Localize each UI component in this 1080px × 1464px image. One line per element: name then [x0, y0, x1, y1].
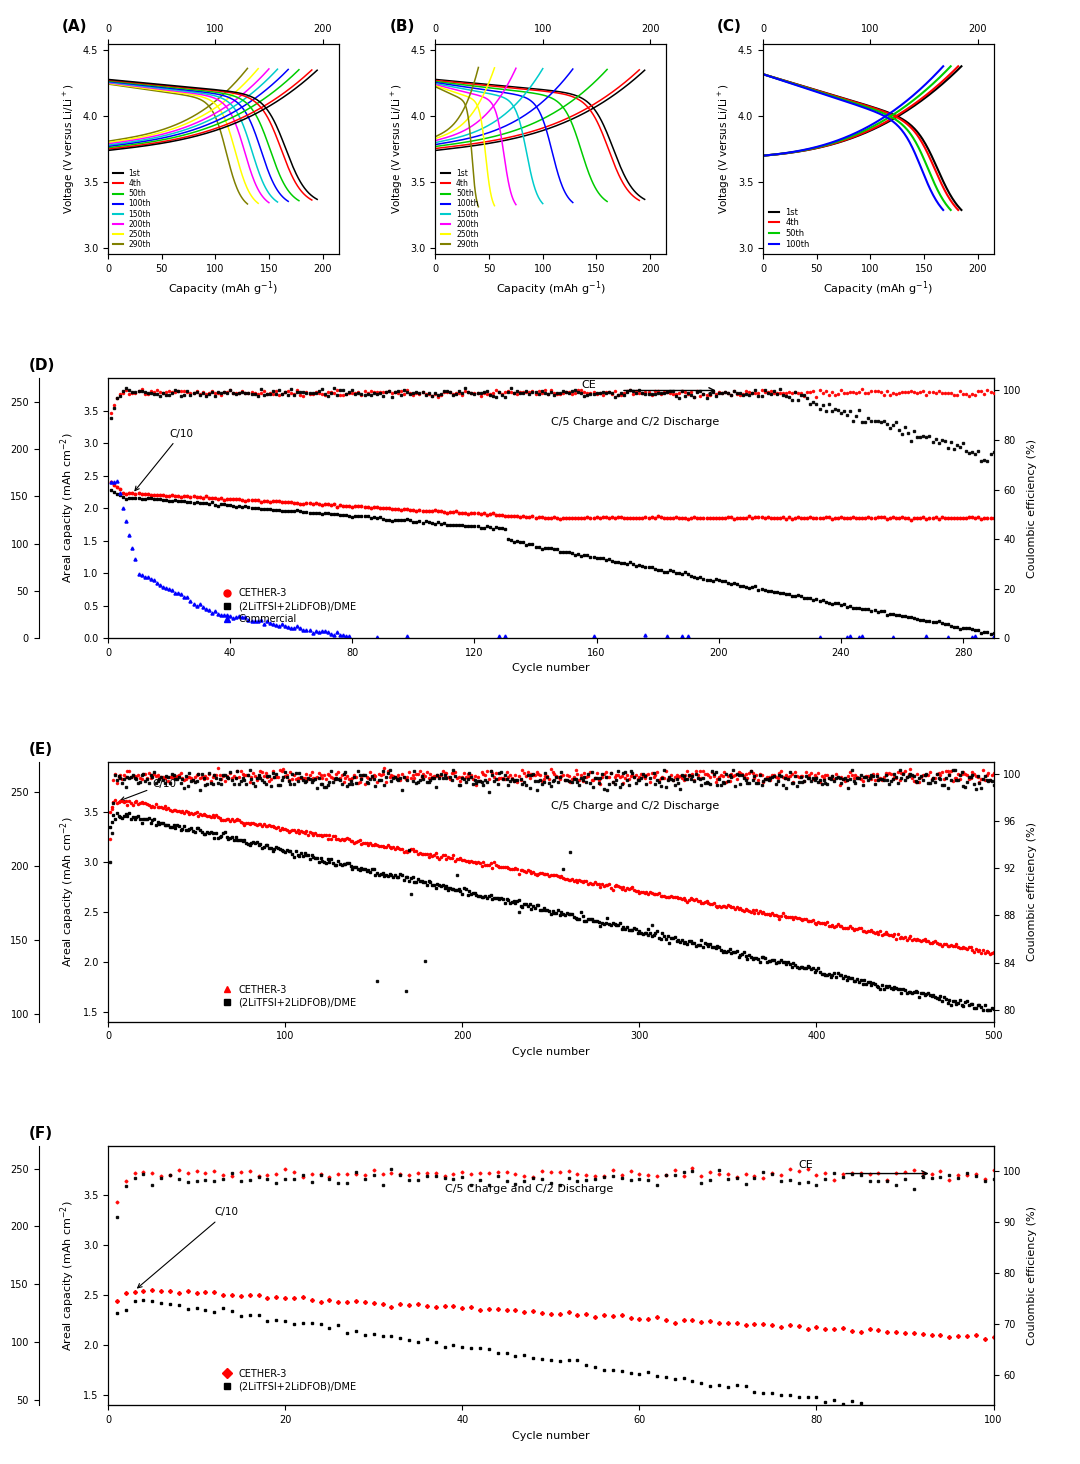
Text: (E): (E) [28, 742, 53, 757]
Text: CE: CE [581, 381, 596, 389]
Y-axis label: Discharge capacity (mAh g$^{-1}$): Discharge capacity (mAh g$^{-1}$) [0, 808, 4, 975]
Y-axis label: Coulombic efficiency (%): Coulombic efficiency (%) [1027, 439, 1037, 578]
Y-axis label: Coulombic efficiency (%): Coulombic efficiency (%) [1027, 1206, 1037, 1345]
Y-axis label: Areal capacity (mAh cm$^{-2}$): Areal capacity (mAh cm$^{-2}$) [58, 433, 78, 583]
X-axis label: Capacity (mAh g$^{-1}$): Capacity (mAh g$^{-1}$) [168, 280, 279, 299]
Y-axis label: Discharge capacity (mAh g$^{-1}$): Discharge capacity (mAh g$^{-1}$) [0, 425, 4, 591]
X-axis label: Cycle number: Cycle number [512, 1047, 590, 1057]
Text: C/10: C/10 [137, 1208, 239, 1288]
X-axis label: Cycle number: Cycle number [512, 1430, 590, 1441]
Y-axis label: Voltage (V versus Li/Li$^+$): Voltage (V versus Li/Li$^+$) [63, 83, 78, 214]
Text: C/5 Charge and C/2 Discharge: C/5 Charge and C/2 Discharge [551, 801, 719, 811]
Y-axis label: Voltage (V versus Li/Li$^+$): Voltage (V versus Li/Li$^+$) [717, 83, 732, 214]
Y-axis label: Coulombic efficiency (%): Coulombic efficiency (%) [1027, 823, 1037, 962]
Text: C/10: C/10 [121, 779, 176, 801]
Text: C/5 Charge and C/2 Discharge: C/5 Charge and C/2 Discharge [445, 1184, 612, 1195]
Text: (D): (D) [28, 359, 55, 373]
Text: (B): (B) [390, 19, 415, 34]
Legend: 1st, 4th, 50th, 100th, 150th, 200th, 250th, 290th: 1st, 4th, 50th, 100th, 150th, 200th, 250… [112, 167, 152, 250]
Y-axis label: Voltage (V versus Li/Li$^+$): Voltage (V versus Li/Li$^+$) [390, 83, 405, 214]
Legend: CETHER-3, (2LiTFSI+2LiDFOB)/DME: CETHER-3, (2LiTFSI+2LiDFOB)/DME [219, 981, 361, 1012]
Text: C/10: C/10 [135, 429, 193, 490]
Text: (C): (C) [717, 19, 742, 34]
Y-axis label: Discharge capacity (mAh g$^{-1}$): Discharge capacity (mAh g$^{-1}$) [0, 1192, 4, 1360]
X-axis label: Capacity (mAh g$^{-1}$): Capacity (mAh g$^{-1}$) [496, 280, 606, 299]
Text: CE: CE [799, 1161, 813, 1170]
Legend: CETHER-3, (2LiTFSI+2LiDFOB)/DME, Commercial: CETHER-3, (2LiTFSI+2LiDFOB)/DME, Commerc… [219, 584, 361, 628]
Text: (A): (A) [62, 19, 87, 34]
X-axis label: Capacity (mAh g$^{-1}$): Capacity (mAh g$^{-1}$) [823, 280, 933, 299]
Text: (F): (F) [28, 1126, 53, 1140]
Y-axis label: Areal capacity (mAh cm$^{-2}$): Areal capacity (mAh cm$^{-2}$) [58, 817, 78, 968]
X-axis label: Cycle number: Cycle number [512, 663, 590, 673]
Legend: 1st, 4th, 50th, 100th, 150th, 200th, 250th, 290th: 1st, 4th, 50th, 100th, 150th, 200th, 250… [440, 167, 481, 250]
Y-axis label: Areal capacity (mAh cm$^{-2}$): Areal capacity (mAh cm$^{-2}$) [58, 1200, 78, 1351]
Text: C/5 Charge and C/2 Discharge: C/5 Charge and C/2 Discharge [551, 417, 719, 427]
Legend: 1st, 4th, 50th, 100th: 1st, 4th, 50th, 100th [767, 206, 811, 250]
Legend: CETHER-3, (2LiTFSI+2LiDFOB)/DME: CETHER-3, (2LiTFSI+2LiDFOB)/DME [219, 1364, 361, 1395]
